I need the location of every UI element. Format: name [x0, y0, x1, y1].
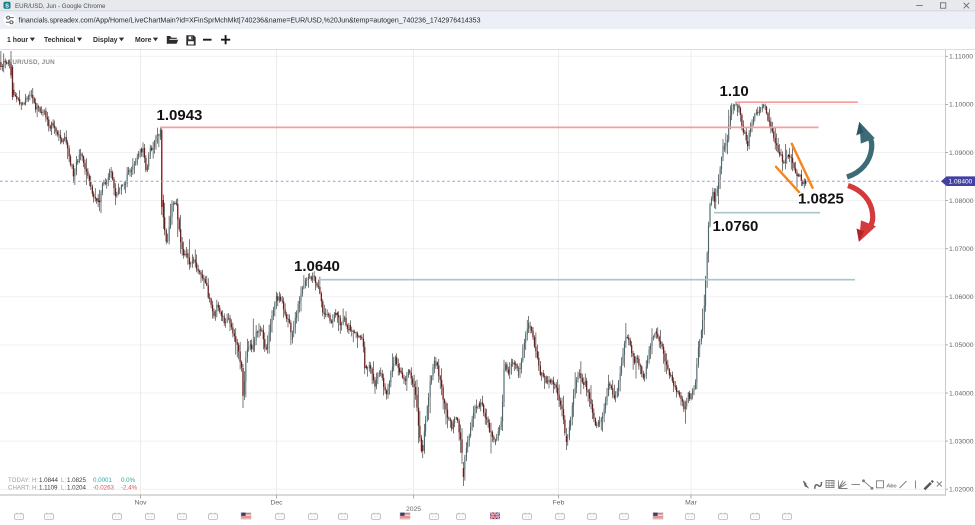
svg-text:Feb: Feb — [553, 500, 565, 507]
svg-text:L:: L: — [61, 484, 66, 491]
svg-text:More: More — [135, 37, 152, 44]
svg-text:Display: Display — [93, 37, 118, 44]
svg-text:1.0825: 1.0825 — [67, 477, 86, 484]
svg-text:1.0640: 1.0640 — [294, 258, 340, 275]
svg-text:1.0204: 1.0204 — [67, 484, 86, 491]
svg-text:-2.4%: -2.4% — [121, 484, 138, 491]
svg-text:1.1109: 1.1109 — [39, 484, 58, 491]
svg-text:-0.0263: -0.0263 — [93, 484, 115, 491]
svg-text:S: S — [5, 3, 9, 9]
svg-text:H:: H: — [32, 477, 38, 484]
svg-text:Mar: Mar — [685, 500, 697, 507]
svg-text:CHART:: CHART: — [8, 484, 31, 491]
svg-text:1.10000: 1.10000 — [949, 102, 974, 109]
svg-text:L:: L: — [61, 477, 66, 484]
svg-text:1.06000: 1.06000 — [949, 294, 974, 301]
svg-text:Nov: Nov — [134, 500, 147, 507]
svg-text:EUR/USD, JUN: EUR/USD, JUN — [8, 59, 55, 66]
svg-text:1.05000: 1.05000 — [949, 342, 974, 349]
svg-text:TODAY:: TODAY: — [8, 477, 30, 484]
svg-text:1.08400: 1.08400 — [949, 179, 973, 186]
svg-text:1.04000: 1.04000 — [949, 390, 974, 397]
svg-text:Dec: Dec — [270, 500, 283, 507]
svg-text:1.11000: 1.11000 — [949, 54, 973, 61]
svg-text:EUR/USD, Jun - Google Chrome: EUR/USD, Jun - Google Chrome — [15, 3, 106, 10]
svg-text:Technical: Technical — [44, 37, 75, 44]
svg-text:H:: H: — [32, 484, 38, 491]
svg-text:Abc: Abc — [887, 483, 897, 489]
svg-text:financials.spreadex.com/App/Ho: financials.spreadex.com/App/Home/LiveCha… — [19, 17, 481, 24]
svg-text:1.0760: 1.0760 — [713, 218, 759, 235]
svg-text:1.0943: 1.0943 — [157, 107, 203, 124]
svg-text:1.0844: 1.0844 — [39, 477, 58, 484]
svg-text:1.02000: 1.02000 — [949, 487, 974, 494]
svg-text:0.0001: 0.0001 — [93, 477, 112, 484]
svg-text:1.03000: 1.03000 — [949, 438, 974, 445]
svg-text:1.07000: 1.07000 — [949, 246, 974, 253]
svg-text:1.0825: 1.0825 — [798, 191, 844, 208]
svg-text:1.10: 1.10 — [720, 83, 749, 100]
svg-text:1 hour: 1 hour — [7, 37, 28, 44]
svg-text:1.08000: 1.08000 — [949, 198, 974, 205]
svg-text:0.0%: 0.0% — [121, 477, 136, 484]
svg-text:2025: 2025 — [406, 506, 421, 513]
svg-text:1.09000: 1.09000 — [949, 150, 974, 157]
